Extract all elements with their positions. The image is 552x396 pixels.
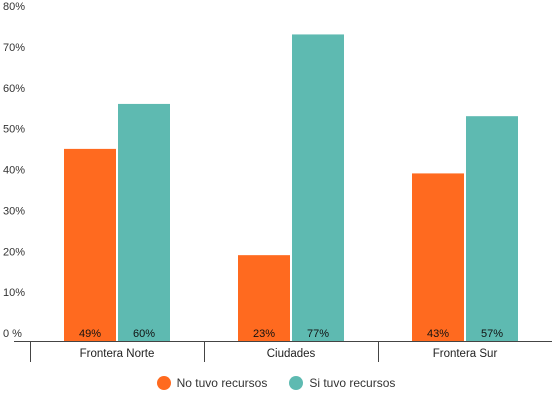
y-tick-label: 50% [3, 124, 25, 136]
bar [412, 173, 464, 341]
bar [466, 116, 518, 341]
bars-group [64, 34, 518, 341]
x-category-label: Frontera Norte [80, 348, 155, 360]
legend-item[interactable]: Si tuvo recursos [289, 376, 395, 390]
bar [292, 34, 344, 341]
bar [238, 255, 290, 341]
y-tick-label: 20% [3, 246, 25, 258]
data-label: 43% [427, 328, 449, 340]
x-axis: Frontera Norte Ciudades Frontera Sur [14, 341, 552, 362]
data-label: 60% [133, 328, 155, 340]
y-tick-label: 0 % [3, 328, 22, 340]
legend-item[interactable]: No tuvo recursos [156, 376, 268, 390]
data-label: 57% [481, 328, 503, 340]
bar [64, 148, 116, 341]
x-category-label: Frontera Sur [433, 348, 498, 360]
y-tick-label: 60% [3, 83, 25, 95]
y-tick-label: 30% [3, 205, 25, 217]
data-labels-group: 49% 60% 23% 77% 43% 57% [79, 328, 503, 340]
data-label: 23% [253, 328, 275, 340]
legend-label: No tuvo recursos [176, 376, 268, 390]
y-tick-label: 80% [3, 1, 25, 13]
y-tick-label: 70% [3, 42, 25, 54]
x-category-label: Ciudades [267, 348, 316, 360]
y-tick-label: 40% [3, 165, 25, 177]
data-label: 49% [79, 328, 101, 340]
legend-label: Si tuvo recursos [309, 376, 396, 390]
legend: No tuvo recursos Si tuvo recursos [0, 376, 552, 390]
legend-swatch [289, 376, 304, 390]
data-label: 77% [307, 328, 329, 340]
y-axis-ticks: 0 % 10% 20% 30% 40% 50% 60% 70% 80% [3, 1, 25, 340]
y-tick-label: 10% [3, 287, 25, 299]
legend-swatch [156, 376, 171, 390]
bar [118, 103, 170, 341]
